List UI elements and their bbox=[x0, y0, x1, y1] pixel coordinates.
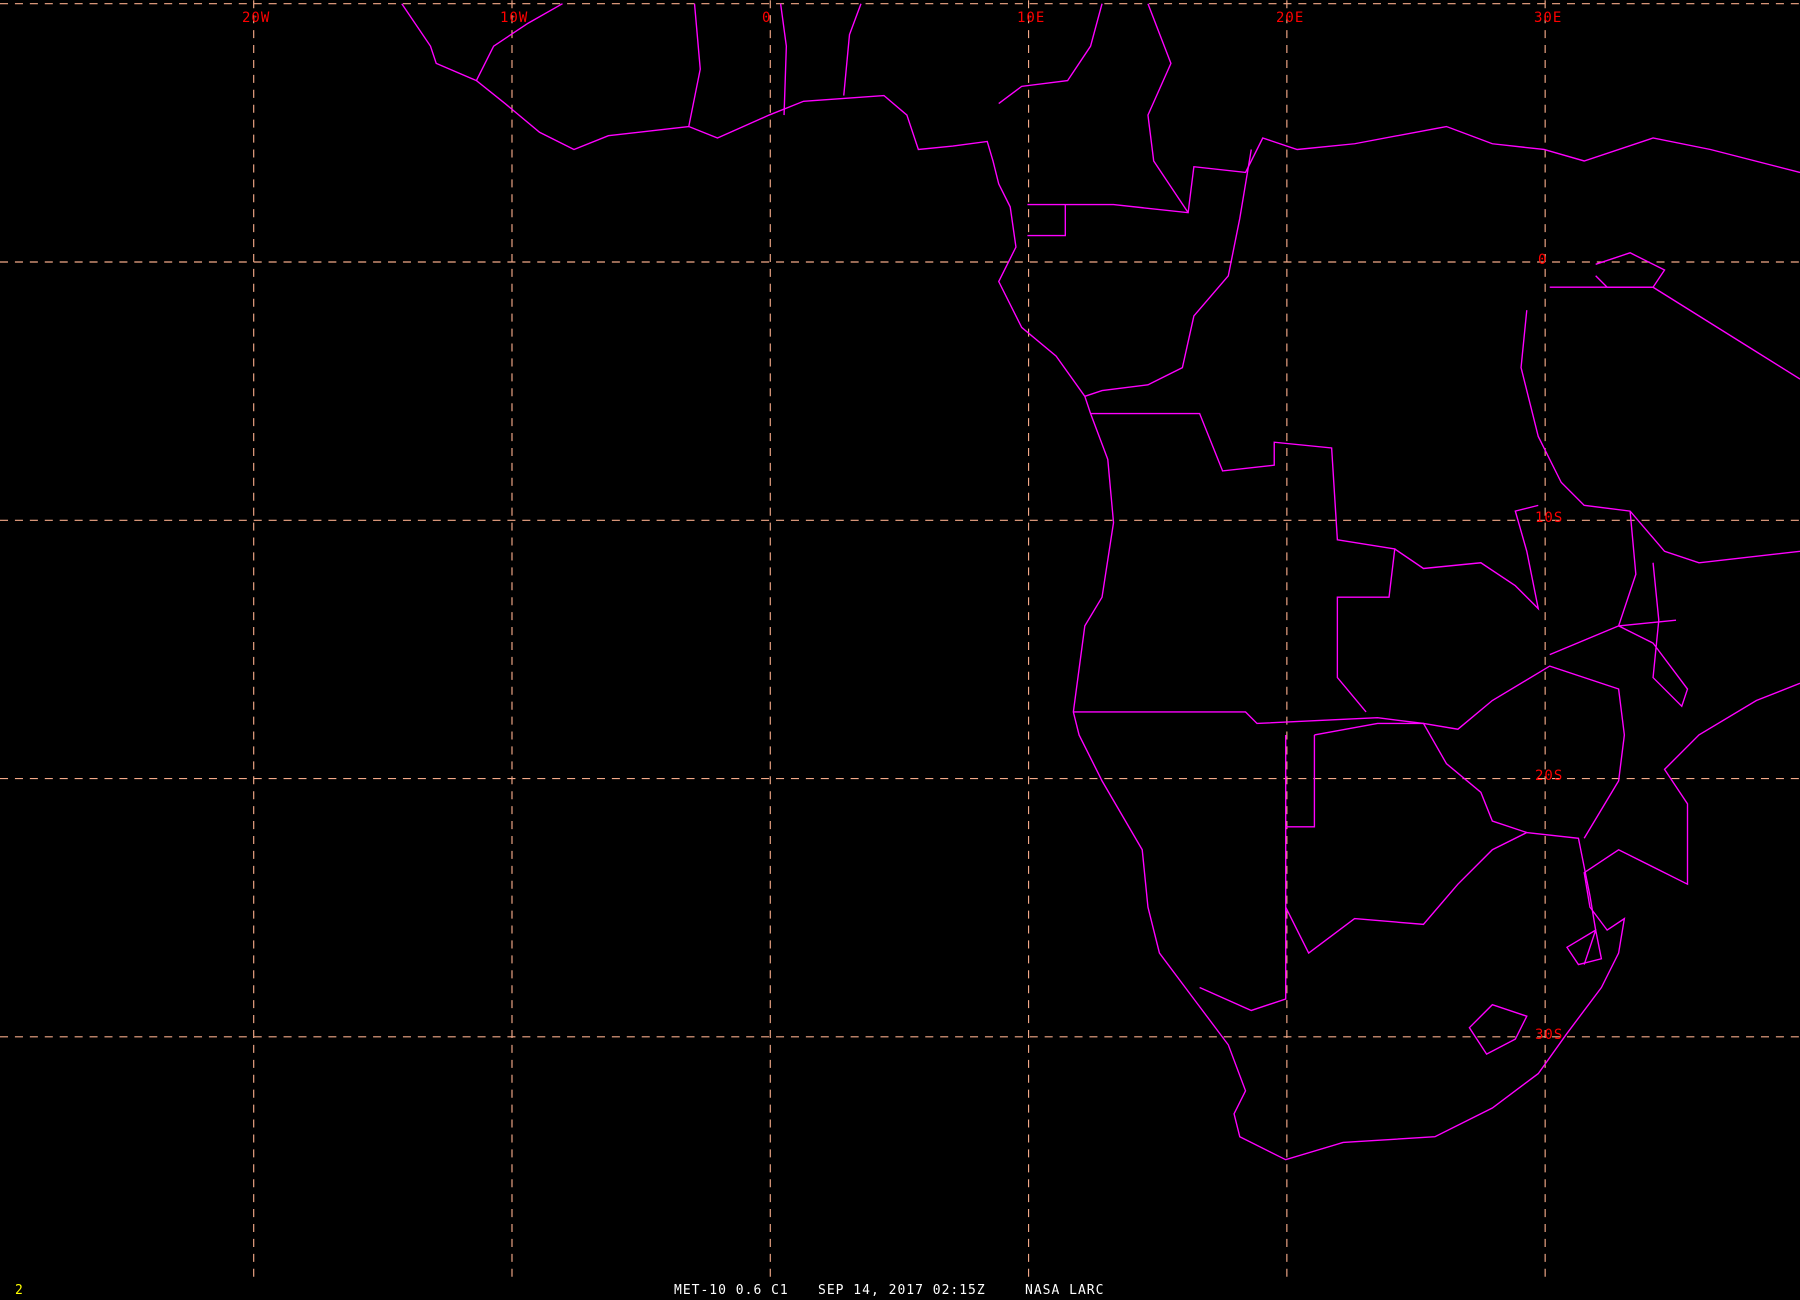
border-gabon bbox=[1027, 125, 1800, 214]
lat-label-10s: 10S bbox=[1535, 510, 1564, 526]
border-namibia-north bbox=[1073, 665, 1626, 839]
border-togo-benin bbox=[779, 3, 788, 116]
frame-number: 2 bbox=[15, 1283, 24, 1298]
border-great-lakes bbox=[1549, 286, 1800, 380]
political-boundaries bbox=[401, 3, 1800, 1161]
border-lesotho bbox=[1468, 1003, 1528, 1055]
border-malawi bbox=[1617, 511, 1689, 708]
africa-coastline-west bbox=[401, 3, 1800, 1161]
lon-label-10e: 10E bbox=[1017, 10, 1046, 26]
lon-label-10w: 10W bbox=[500, 10, 529, 26]
lake-victoria bbox=[1595, 252, 1666, 288]
border-namibia-south-africa bbox=[1199, 734, 1287, 1012]
border-congo bbox=[1084, 149, 1252, 397]
border-car bbox=[1147, 3, 1189, 214]
border-rift-west bbox=[1520, 310, 1800, 564]
border-angola bbox=[1090, 412, 1396, 713]
border-eswatini bbox=[1565, 929, 1603, 966]
border-zambia bbox=[1394, 504, 1540, 611]
border-mozambique-north bbox=[1549, 619, 1677, 656]
border-cameroon bbox=[998, 3, 1103, 105]
lon-label-20w: 20W bbox=[242, 10, 271, 26]
lon-label-20e: 20E bbox=[1276, 10, 1305, 26]
border-ghana bbox=[688, 3, 701, 127]
border-west-africa bbox=[475, 3, 563, 81]
caption-source: NASA LARC bbox=[1025, 1283, 1105, 1298]
lon-label-30e: 30E bbox=[1534, 10, 1563, 26]
lat-label-20s: 20S bbox=[1535, 768, 1564, 784]
caption-datetime: SEP 14, 2017 02:15Z bbox=[818, 1283, 986, 1298]
lon-label-0: 0 bbox=[762, 10, 772, 26]
border-south-africa bbox=[1285, 831, 1597, 965]
lat-label-30s: 30S bbox=[1535, 1027, 1564, 1043]
caption-satellite-channel: MET-10 0.6 C1 bbox=[674, 1283, 789, 1298]
border-botswana-north bbox=[1314, 722, 1528, 834]
border-nigeria bbox=[843, 3, 862, 96]
border-eq-guinea bbox=[1027, 204, 1066, 237]
border-botswana bbox=[1285, 734, 1316, 828]
lat-label-0: 0 bbox=[1538, 252, 1548, 268]
